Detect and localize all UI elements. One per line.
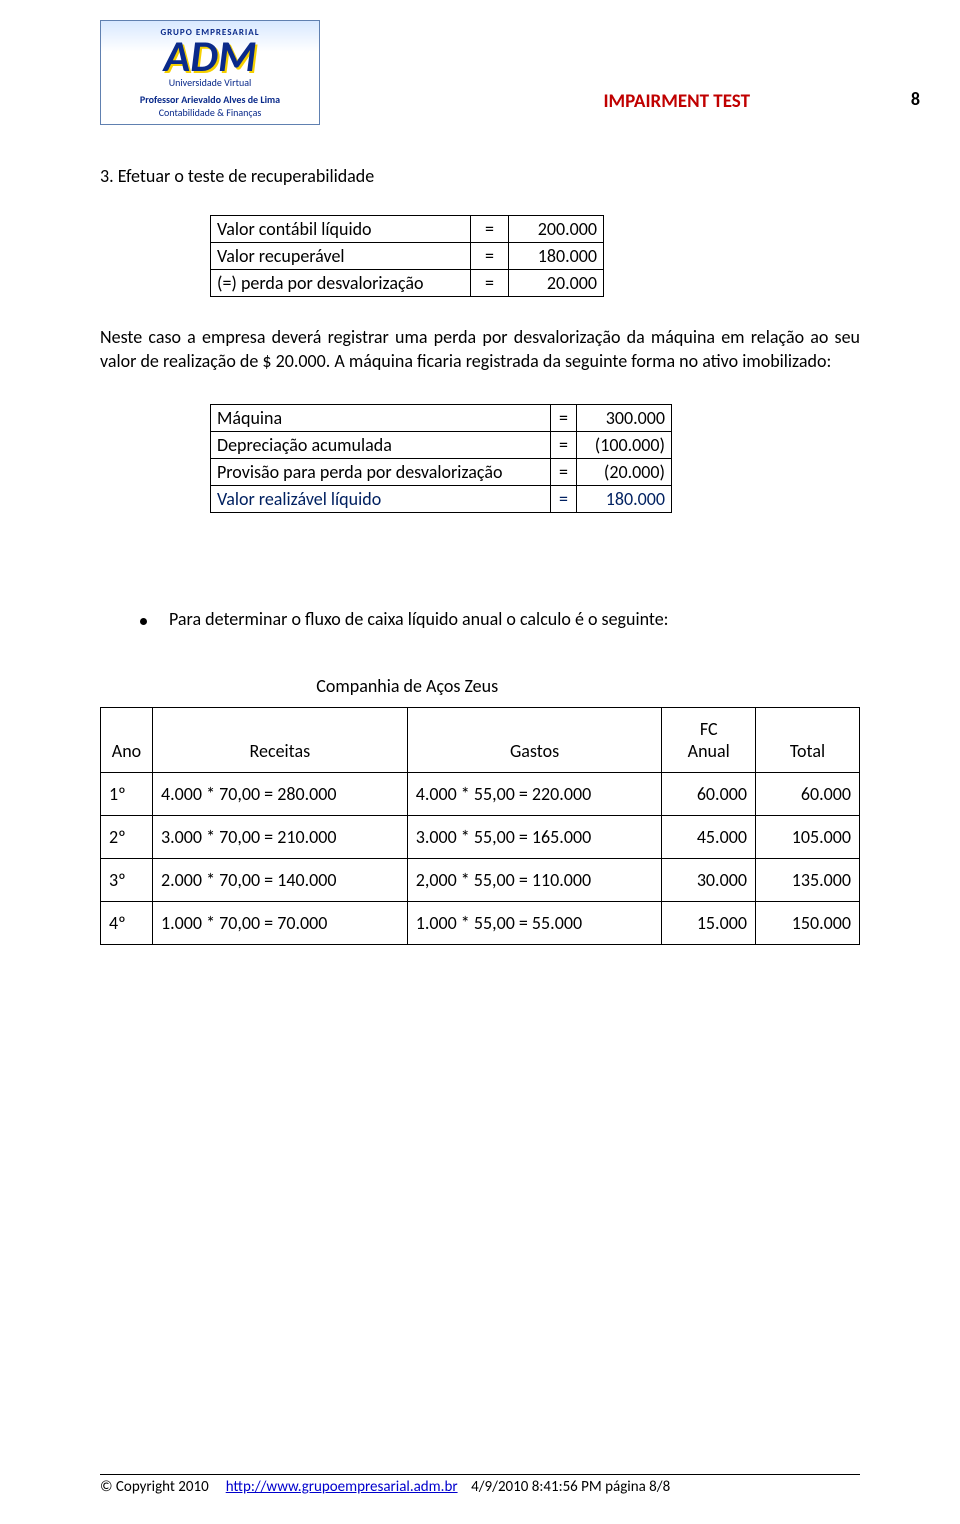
cell-gas: 2,000 * 55,00 = 110.000 — [407, 858, 662, 901]
cell-gas: 3.000 * 55,00 = 165.000 — [407, 815, 662, 858]
cell-label: Provisão para perda por desvalorização — [211, 458, 551, 485]
cell-fc: 30.000 — [662, 858, 756, 901]
col-receitas: Receitas — [152, 707, 407, 772]
cell-value: (20.000) — [577, 458, 672, 485]
cell-label: (=) perda por desvalorização — [211, 270, 471, 297]
bullet-item: Para determinar o fluxo de caixa líquido… — [140, 608, 860, 630]
cell-fc: 60.000 — [662, 772, 756, 815]
cell-value: 20.000 — [509, 270, 604, 297]
bullet-icon — [140, 618, 147, 625]
fluxo-caixa-table: Companhia de Aços Zeus Ano Receitas Gast… — [100, 665, 860, 945]
fc-label-1: FC — [700, 718, 718, 740]
cell-rec: 2.000 * 70,00 = 140.000 — [152, 858, 407, 901]
cell-value: 180.000 — [577, 485, 672, 512]
table-row: Valor contábil líquido = 200.000 — [211, 216, 604, 243]
footer-copyright: © Copyright 2010 — [100, 1478, 209, 1496]
title-block: IMPAIRMENT TEST — [320, 20, 860, 113]
table-row: Provisão para perda por desvalorização =… — [211, 458, 672, 485]
logo-main-text: ADM — [164, 34, 257, 78]
table-row: 1º 4.000 * 70,00 = 280.000 4.000 * 55,00… — [101, 772, 860, 815]
table-row: Máquina = 300.000 — [211, 404, 672, 431]
header-row: GRUPO EMPRESARIAL ADM Universidade Virtu… — [100, 20, 860, 125]
cell-tot: 150.000 — [755, 901, 859, 944]
cell-label: Valor recuperável — [211, 243, 471, 270]
table-row: 3º 2.000 * 70,00 = 140.000 2,000 * 55,00… — [101, 858, 860, 901]
cell-eq: = — [471, 243, 509, 270]
cell-ano: 2º — [101, 815, 153, 858]
cell-ano: 3º — [101, 858, 153, 901]
cell-ano: 1º — [101, 772, 153, 815]
table-title-row: Companhia de Aços Zeus — [101, 665, 860, 708]
cell-label: Valor contábil líquido — [211, 216, 471, 243]
page-number-top: 8 — [911, 88, 920, 110]
paragraph-text: Neste caso a empresa deverá registrar um… — [100, 325, 860, 374]
cell-label: Máquina — [211, 404, 551, 431]
cell-rec: 4.000 * 70,00 = 280.000 — [152, 772, 407, 815]
page-container: GRUPO EMPRESARIAL ADM Universidade Virtu… — [0, 0, 960, 985]
footer-stamp: 4/9/2010 8:41:56 PM página 8/8 — [471, 1478, 670, 1496]
cell-eq: = — [551, 404, 577, 431]
logo-tag-text: Contabilidade & Finanças — [159, 106, 262, 119]
col-fc-anual: FC Anual — [662, 707, 756, 772]
col-gastos: Gastos — [407, 707, 662, 772]
cell-eq: = — [551, 485, 577, 512]
document-title: IMPAIRMENT TEST — [603, 90, 750, 113]
col-ano: Ano — [101, 707, 153, 772]
cell-gas: 4.000 * 55,00 = 220.000 — [407, 772, 662, 815]
table-title: Companhia de Aços Zeus — [152, 665, 661, 708]
cell-value: 300.000 — [577, 404, 672, 431]
footer: © Copyright 2010 http://www.grupoempresa… — [100, 1474, 860, 1496]
cell-fc: 15.000 — [662, 901, 756, 944]
logo-main-label: ADM — [164, 29, 257, 83]
cell-gas: 1.000 * 55,00 = 55.000 — [407, 901, 662, 944]
cell-value: 180.000 — [509, 243, 604, 270]
bullet-text: Para determinar o fluxo de caixa líquido… — [169, 608, 669, 630]
table-row: Valor realizável líquido = 180.000 — [211, 485, 672, 512]
table-row: 2º 3.000 * 70,00 = 210.000 3.000 * 55,00… — [101, 815, 860, 858]
cell-eq: = — [551, 431, 577, 458]
footer-link[interactable]: http://www.grupoempresarial.adm.br — [226, 1478, 458, 1496]
cell-fc: 45.000 — [662, 815, 756, 858]
cell-value: (100.000) — [577, 431, 672, 458]
cell-tot: 135.000 — [755, 858, 859, 901]
cell-eq: = — [471, 270, 509, 297]
col-total: Total — [755, 707, 859, 772]
table-row: 4º 1.000 * 70,00 = 70.000 1.000 * 55,00 … — [101, 901, 860, 944]
logo-prof-text: Professor Arievaldo Alves de Lima — [140, 93, 280, 106]
cell-label: Depreciação acumulada — [211, 431, 551, 458]
cell-rec: 3.000 * 70,00 = 210.000 — [152, 815, 407, 858]
maquina-table: Máquina = 300.000 Depreciação acumulada … — [210, 404, 672, 513]
table-header-row: Ano Receitas Gastos FC Anual Total — [101, 707, 860, 772]
cell-rec: 1.000 * 70,00 = 70.000 — [152, 901, 407, 944]
fc-label-2: Anual — [688, 740, 730, 762]
table-row: Valor recuperável = 180.000 — [211, 243, 604, 270]
cell-eq: = — [551, 458, 577, 485]
cell-ano: 4º — [101, 901, 153, 944]
cell-eq: = — [471, 216, 509, 243]
table-row: Depreciação acumulada = (100.000) — [211, 431, 672, 458]
cell-label: Valor realizável líquido — [211, 485, 551, 512]
valor-contabil-table: Valor contábil líquido = 200.000 Valor r… — [210, 215, 604, 297]
cell-tot: 60.000 — [755, 772, 859, 815]
section-title: 3. Efetuar o teste de recuperabilidade — [100, 165, 860, 187]
cell-value: 200.000 — [509, 216, 604, 243]
cell-tot: 105.000 — [755, 815, 859, 858]
table-row: (=) perda por desvalorização = 20.000 — [211, 270, 604, 297]
logo: GRUPO EMPRESARIAL ADM Universidade Virtu… — [100, 20, 320, 125]
